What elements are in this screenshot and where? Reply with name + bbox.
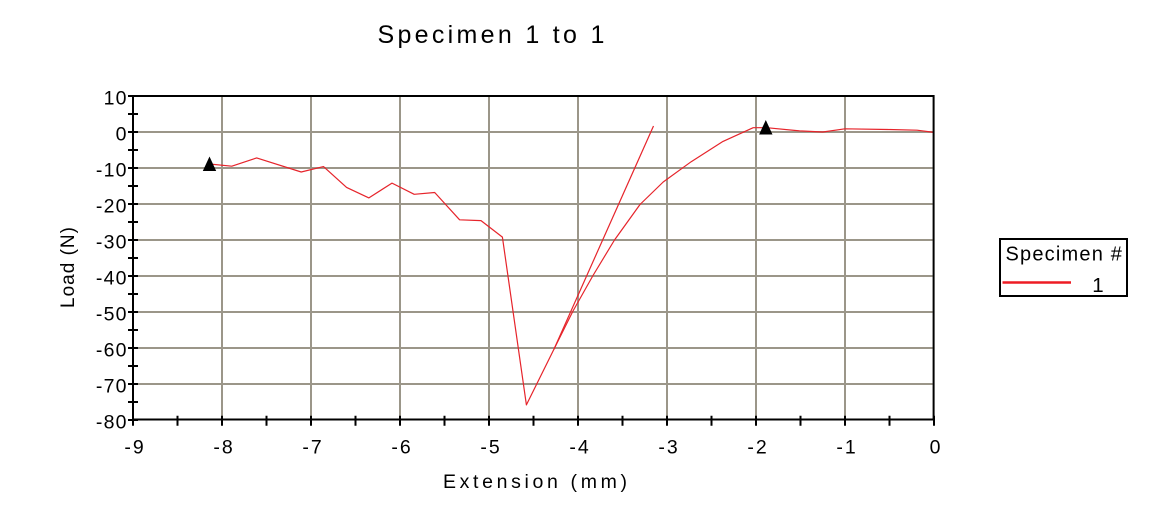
svg-text:-6: -6 [391,436,412,458]
svg-text:Specimen 1 to 1: Specimen 1 to 1 [378,21,608,49]
svg-text:10: 10 [104,88,128,110]
svg-text:-30: -30 [96,232,128,254]
svg-text:Extension (mm): Extension (mm) [443,471,631,493]
svg-text:-20: -20 [96,196,128,218]
svg-text:-2: -2 [747,436,768,458]
svg-text:-10: -10 [96,160,128,182]
svg-text:-3: -3 [658,436,679,458]
svg-text:-7: -7 [302,436,323,458]
svg-text:-4: -4 [569,436,590,458]
svg-text:-5: -5 [480,436,501,458]
svg-text:Load (N): Load (N) [58,226,79,308]
svg-text:-80: -80 [96,412,128,434]
svg-text:-9: -9 [124,436,145,458]
svg-text:0: 0 [116,124,128,146]
svg-text:-50: -50 [96,304,128,326]
svg-text:-60: -60 [96,340,128,362]
svg-text:0: 0 [930,436,943,458]
svg-text:Specimen #: Specimen # [1006,244,1124,266]
svg-text:-1: -1 [836,436,857,458]
svg-text:-40: -40 [96,268,128,290]
svg-text:-8: -8 [213,436,234,458]
svg-text:-70: -70 [96,376,128,398]
svg-text:1: 1 [1092,274,1103,297]
